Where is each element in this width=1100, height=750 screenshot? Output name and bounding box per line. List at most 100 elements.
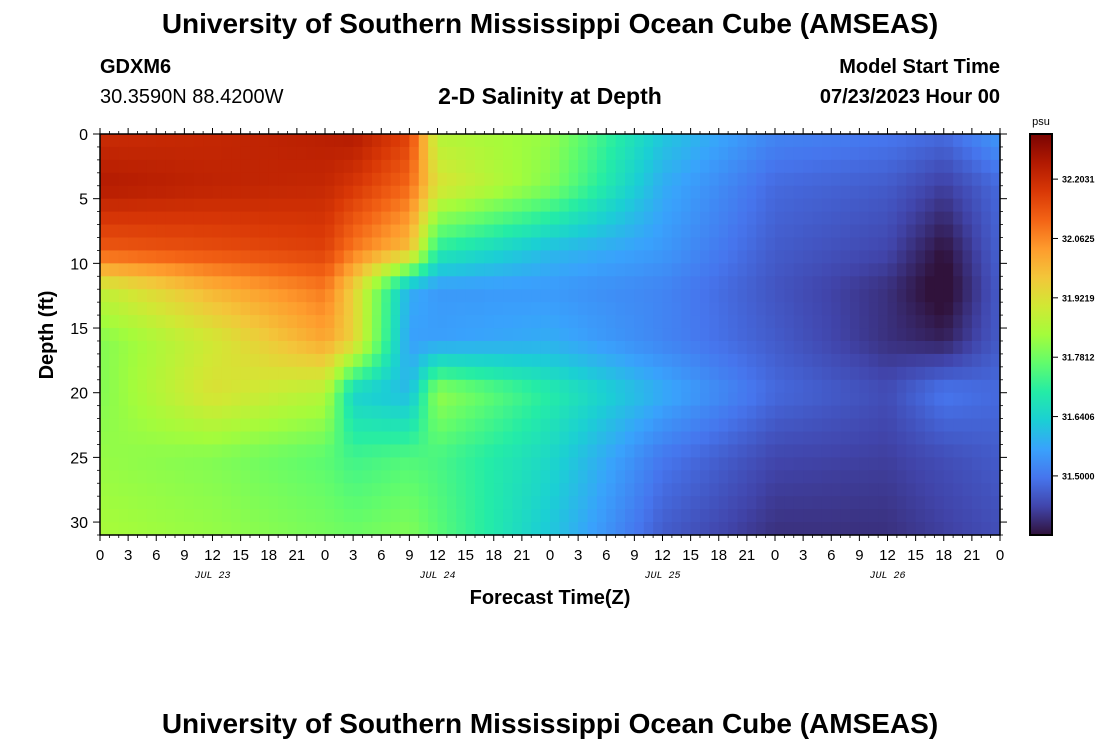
heatmap-cell — [700, 418, 710, 433]
heatmap-cell — [775, 340, 785, 355]
heatmap-cell — [118, 509, 129, 523]
heatmap-cell — [915, 185, 926, 200]
heatmap-cell — [803, 172, 814, 187]
heatmap-cell — [503, 250, 514, 264]
heatmap-cell — [381, 198, 392, 213]
heatmap-cell — [503, 315, 514, 329]
heatmap-cell — [493, 263, 504, 277]
heatmap-cell — [606, 328, 617, 342]
heatmap-cell — [240, 159, 251, 174]
y-tick-label: 20 — [70, 386, 88, 403]
heatmap-cell — [868, 418, 879, 433]
heatmap-cell — [709, 509, 720, 523]
heatmap-cell — [325, 457, 335, 471]
heatmap-cell — [700, 211, 710, 226]
heatmap-cell — [306, 185, 317, 200]
colorbar-tick-label: 31.7812 — [1062, 353, 1095, 363]
heatmap-cell — [887, 211, 898, 226]
heatmap-cell — [812, 237, 823, 252]
x-tick-label: 15 — [907, 547, 924, 564]
heatmap-cell — [643, 509, 654, 523]
heatmap-cell — [709, 392, 720, 407]
heatmap-cell — [906, 198, 917, 213]
heatmap-cell — [400, 315, 410, 329]
heatmap-cell — [184, 392, 195, 407]
heatmap-cell — [521, 302, 532, 316]
heatmap-cell — [203, 509, 214, 523]
heatmap-cell — [550, 496, 560, 510]
heatmap-cell — [240, 522, 251, 536]
heatmap-cell — [221, 522, 232, 536]
heatmap-cell — [296, 134, 307, 148]
heatmap-cell — [465, 237, 476, 252]
heatmap-cell — [971, 457, 982, 471]
heatmap-cell — [559, 276, 570, 290]
heatmap-cell — [840, 509, 851, 523]
heatmap-cell — [728, 353, 739, 368]
heatmap-cell — [278, 198, 289, 213]
heatmap-cell — [568, 379, 579, 394]
heatmap-cell — [456, 237, 467, 252]
heatmap-cell — [690, 496, 701, 510]
heatmap-cell — [193, 134, 204, 148]
heatmap-cell — [793, 159, 804, 174]
heatmap-cell — [315, 392, 326, 407]
heatmap-cell — [437, 340, 448, 355]
heatmap-cell — [184, 483, 195, 497]
heatmap-cell — [259, 198, 270, 213]
heatmap-cell — [990, 250, 1001, 264]
heatmap-cell — [709, 185, 720, 200]
heatmap-cell — [278, 315, 289, 329]
heatmap-cell — [634, 159, 645, 174]
heatmap-cell — [700, 328, 710, 342]
heatmap-cell — [578, 431, 589, 446]
heatmap-cell — [662, 418, 673, 433]
heatmap-cell — [625, 276, 635, 290]
heatmap-cell — [184, 496, 195, 510]
heatmap-cell — [831, 353, 842, 368]
heatmap-cell — [503, 340, 514, 355]
heatmap-cell — [559, 250, 570, 264]
heatmap-cell — [606, 315, 617, 329]
heatmap-cell — [128, 522, 139, 536]
heatmap-cell — [437, 172, 448, 187]
heatmap-cell — [109, 211, 120, 226]
heatmap-cell — [793, 134, 804, 148]
heatmap-cell — [737, 405, 748, 420]
heatmap-cell — [343, 470, 354, 484]
heatmap-cell — [540, 315, 551, 329]
heatmap-cell — [456, 289, 467, 303]
heatmap-cell — [943, 289, 954, 303]
heatmap-cell — [587, 263, 598, 277]
heatmap-cell — [521, 457, 532, 471]
heatmap-cell — [981, 302, 992, 316]
heatmap-cell — [203, 418, 214, 433]
heatmap-cell — [868, 159, 879, 174]
heatmap-cell — [409, 353, 420, 368]
heatmap-cell — [559, 340, 570, 355]
heatmap-cell — [653, 379, 664, 394]
heatmap-cell — [306, 198, 317, 213]
heatmap-cell — [503, 263, 514, 277]
heatmap-cell — [353, 392, 364, 407]
heatmap-cell — [700, 198, 710, 213]
heatmap-cell — [615, 315, 626, 329]
heatmap-cell — [212, 302, 223, 316]
heatmap-cell — [606, 418, 617, 433]
heatmap-cell — [934, 340, 945, 355]
heatmap-cell — [287, 379, 298, 394]
heatmap-cell — [821, 509, 832, 523]
heatmap-cell — [334, 496, 345, 510]
heatmap-cell — [109, 276, 120, 290]
heatmap-cell — [118, 328, 129, 342]
heatmap-cell — [596, 470, 607, 484]
heatmap-cell — [690, 328, 701, 342]
heatmap-cell — [484, 315, 495, 329]
heatmap-cell — [306, 159, 317, 174]
heatmap-cell — [278, 263, 289, 277]
heatmap-cell — [784, 431, 795, 446]
heatmap-cell — [784, 340, 795, 355]
heatmap-cell — [296, 185, 307, 200]
heatmap-cell — [803, 263, 814, 277]
heatmap-cell — [531, 328, 542, 342]
